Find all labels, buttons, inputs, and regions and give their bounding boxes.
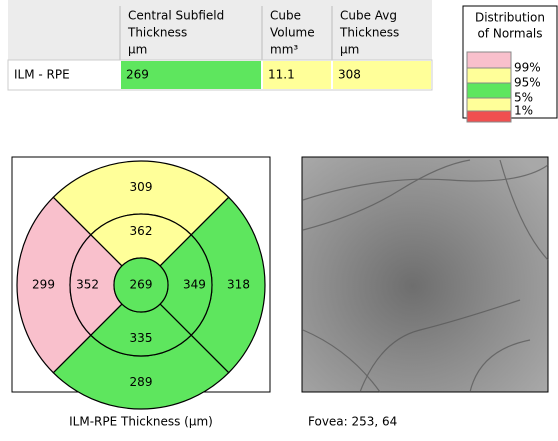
sector-value: 289 — [130, 375, 153, 389]
cell-value: 11.1 — [268, 68, 295, 82]
fundus-image — [302, 157, 548, 392]
legend-band — [467, 68, 511, 83]
center-value: 269 — [130, 278, 153, 292]
column-header: Cube Avg — [340, 9, 397, 23]
legend-band — [467, 98, 511, 111]
legend-label: 5% — [514, 91, 533, 105]
legend-label: 95% — [514, 76, 541, 90]
column-header: Cube — [270, 9, 301, 23]
sector-value: 299 — [32, 278, 55, 292]
fundus-caption: Fovea: 253, 64 — [308, 415, 397, 429]
legend-band — [467, 52, 511, 68]
column-header: Central Subfield — [128, 9, 224, 23]
column-header: Volume — [270, 26, 315, 40]
legend-band — [467, 83, 511, 98]
table: Central Subfield Thickness µm Cube Volume mm³… — [8, 0, 432, 90]
column-header: Thickness — [127, 26, 187, 40]
sector-value: 335 — [130, 331, 153, 345]
row-label: ILM - RPE — [14, 68, 70, 82]
etdrs-grid: 309 318 289 299 362 349 335 352 269 — [17, 161, 265, 409]
sector-value: 318 — [227, 278, 250, 292]
legend-label: 1% — [514, 104, 533, 118]
column-header: Thickness — [339, 26, 399, 40]
legend-title: of Normals — [477, 27, 542, 41]
column-header: µm — [340, 43, 359, 57]
report: Central Subfield Thickness µm Cube Volume mm³… — [0, 0, 558, 441]
sector-value: 309 — [130, 180, 153, 194]
column-header: µm — [128, 43, 147, 57]
cell-value: 269 — [126, 68, 149, 82]
legend-label: 99% — [514, 61, 541, 75]
cell-value: 308 — [338, 68, 361, 82]
legend-band — [467, 111, 511, 122]
sector-value: 362 — [130, 224, 153, 238]
sector-value: 349 — [183, 278, 206, 292]
column-header: mm³ — [270, 43, 298, 57]
grid-caption: ILM-RPE Thickness (µm) — [69, 415, 213, 429]
legend-title: Distribution — [475, 11, 545, 25]
legend: Distribution of Normals 99%95%5%1% — [463, 6, 557, 122]
sector-value: 352 — [76, 278, 99, 292]
